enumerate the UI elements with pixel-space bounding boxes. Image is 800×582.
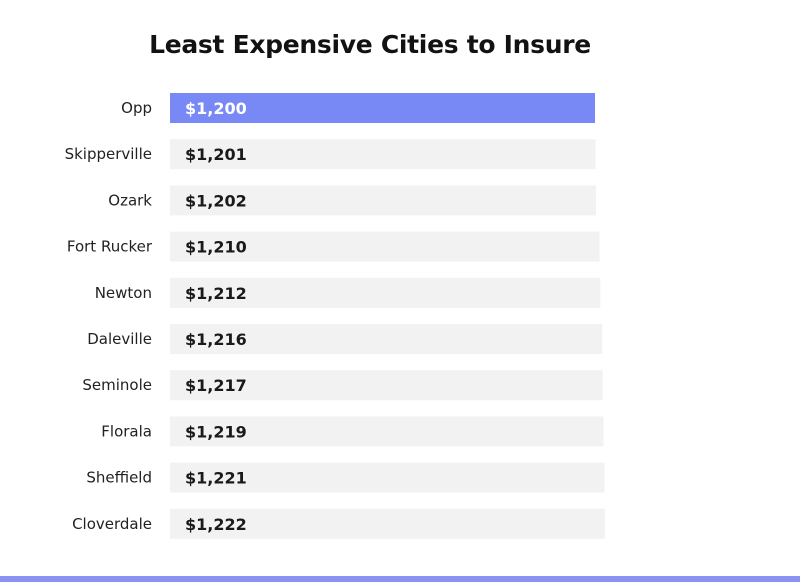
bar-skipperville bbox=[170, 139, 596, 170]
category-label: Sheffield bbox=[86, 469, 152, 487]
value-label: $1,216 bbox=[185, 330, 247, 349]
value-label: $1,219 bbox=[185, 422, 247, 441]
bottom-divider bbox=[0, 576, 800, 582]
bar-seminole bbox=[170, 370, 603, 401]
value-label: $1,212 bbox=[185, 284, 247, 303]
category-label: Newton bbox=[95, 284, 152, 302]
bar-florala bbox=[170, 416, 604, 447]
category-label: Seminole bbox=[82, 376, 152, 394]
value-label: $1,200 bbox=[185, 99, 247, 118]
category-label: Opp bbox=[121, 99, 152, 117]
bar-sheffield bbox=[170, 462, 605, 493]
category-label: Ozark bbox=[108, 191, 152, 209]
bar-fort-rucker bbox=[170, 231, 600, 262]
category-label: Fort Rucker bbox=[67, 238, 153, 256]
value-label: $1,202 bbox=[185, 191, 247, 210]
bar-newton bbox=[170, 277, 601, 308]
category-label: Daleville bbox=[87, 330, 152, 348]
chart-title: Least Expensive Cities to Insure bbox=[149, 30, 591, 59]
value-label: $1,222 bbox=[185, 515, 247, 534]
value-label: $1,201 bbox=[185, 145, 247, 164]
category-label: Skipperville bbox=[65, 145, 152, 163]
category-label: Cloverdale bbox=[72, 515, 152, 533]
value-label: $1,210 bbox=[185, 238, 247, 257]
bar-daleville bbox=[170, 324, 603, 354]
bar-cloverdale bbox=[170, 508, 605, 539]
value-label: $1,217 bbox=[185, 376, 247, 395]
category-label: Florala bbox=[101, 422, 152, 440]
value-label: $1,221 bbox=[185, 469, 247, 488]
bar-opp bbox=[170, 93, 595, 123]
bar-ozark bbox=[170, 185, 596, 216]
